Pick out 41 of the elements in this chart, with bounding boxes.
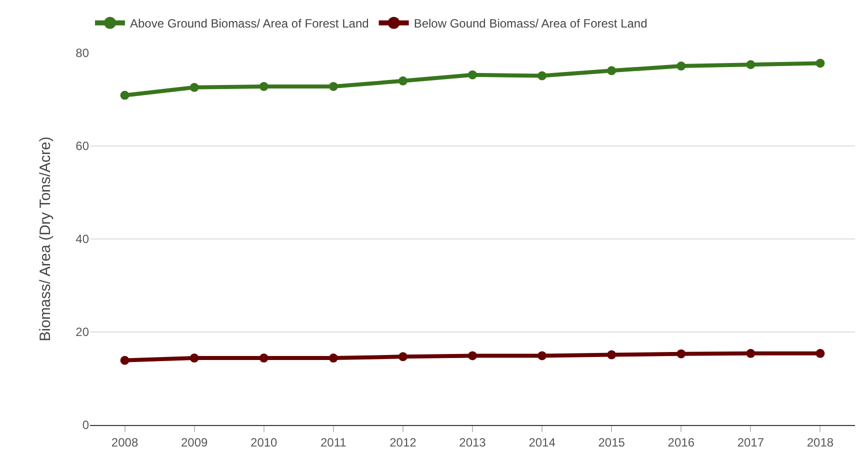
x-tick-label: 2013 <box>459 435 486 450</box>
y-axis-title: Biomass/ Area (Dry Tons/Acre) <box>37 136 54 342</box>
x-tick-label: 2015 <box>598 435 626 450</box>
point <box>259 82 268 91</box>
point <box>676 349 686 358</box>
x-tick-label: 2017 <box>737 435 764 450</box>
x-tick-label: 2011 <box>320 435 347 450</box>
point <box>607 350 616 360</box>
point <box>676 62 686 71</box>
point <box>328 82 338 91</box>
point <box>538 351 547 360</box>
x-tick-label: 2009 <box>180 435 208 450</box>
y-tick-label: 40 <box>76 232 90 246</box>
point <box>538 71 547 80</box>
x-tick-label: 2018 <box>806 435 834 450</box>
point <box>746 348 756 358</box>
point <box>190 354 199 363</box>
x-tick-label: 2014 <box>528 435 556 450</box>
y-tick-label: 60 <box>76 139 90 154</box>
y-tick-label: 0 <box>82 418 90 432</box>
point <box>468 351 477 360</box>
x-tick-label: 2008 <box>111 435 138 450</box>
point <box>746 60 756 70</box>
point <box>398 76 408 86</box>
point <box>120 90 130 100</box>
x-tick-label: 2012 <box>390 435 417 450</box>
point <box>468 70 477 80</box>
point <box>607 66 616 76</box>
legend-label: Above Ground Biomass/ Area of Forest Land <box>130 16 369 31</box>
point <box>398 352 408 362</box>
point <box>816 348 825 358</box>
point <box>328 354 338 363</box>
legend-label: Below Gound Biomass/ Area of Forest Land <box>414 16 648 31</box>
x-tick-label: 2010 <box>250 435 278 450</box>
x-tick-label: 2016 <box>668 435 695 450</box>
point <box>259 354 268 363</box>
point <box>816 58 825 68</box>
point <box>120 356 130 365</box>
point <box>190 82 199 92</box>
y-tick-label: 20 <box>76 325 90 340</box>
y-tick-label: 80 <box>76 46 90 60</box>
